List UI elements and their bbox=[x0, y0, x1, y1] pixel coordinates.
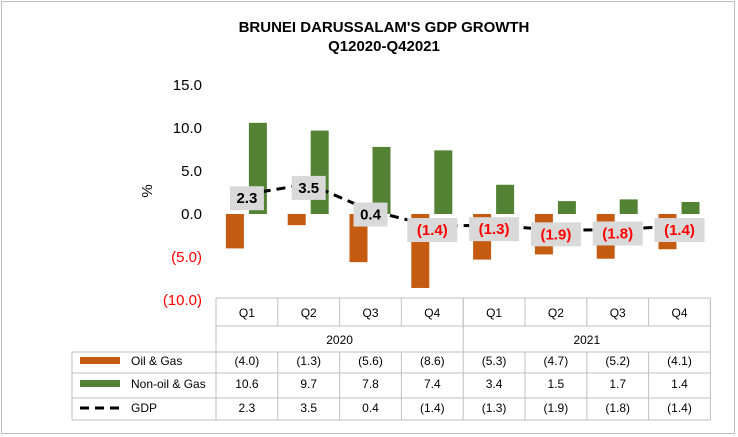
legend-label: GDP bbox=[131, 401, 157, 415]
y-tick-label: 5.0 bbox=[181, 163, 202, 180]
gdp-data-label: (1.8) bbox=[602, 225, 633, 242]
category-label: Q4 bbox=[424, 306, 440, 320]
category-label: Q4 bbox=[671, 306, 687, 320]
category-label: Q2 bbox=[548, 306, 564, 320]
table-cell-value: (5.2) bbox=[605, 354, 630, 368]
table-cell-value: (1.8) bbox=[605, 401, 630, 415]
non-oil-gas-bar bbox=[681, 201, 700, 214]
table-cell-value: (5.6) bbox=[358, 354, 383, 368]
gdp-data-label-box bbox=[654, 218, 705, 243]
table-cell-value: 3.5 bbox=[300, 401, 317, 415]
table-cell-value: (1.3) bbox=[296, 354, 321, 368]
gdp-data-label-box bbox=[469, 217, 520, 242]
data-table: Q1 Q2 Q3 Q4 Q1 Q2 Q3 Q4 2020 2021 Oil & Gas (4.0) (1… bbox=[71, 297, 711, 421]
chart-subtitle: Q12020-Q42021 bbox=[328, 38, 440, 55]
gdp-data-label: (1.4) bbox=[664, 222, 695, 239]
table-cell-value: (4.0) bbox=[235, 354, 260, 368]
table-cell-value: (4.1) bbox=[667, 354, 692, 368]
table-cell-value: 9.7 bbox=[300, 377, 317, 391]
gdp-data-label: (1.3) bbox=[479, 221, 510, 238]
table-cell-value: 7.4 bbox=[424, 377, 441, 391]
category-label: Q1 bbox=[239, 306, 255, 320]
y-tick-label: (5.0) bbox=[171, 249, 202, 266]
y-tick-label: (10.0) bbox=[163, 292, 202, 309]
gdp-data-label-box bbox=[407, 218, 458, 243]
bars bbox=[225, 122, 700, 288]
legend-label: Oil & Gas bbox=[131, 354, 182, 368]
table-cell-value: (1.3) bbox=[482, 401, 507, 415]
gdp-data-label-box bbox=[229, 186, 264, 211]
non-oil-gas-bar bbox=[310, 130, 329, 214]
table-cell-value: (8.6) bbox=[420, 354, 445, 368]
non-oil-gas-bar bbox=[557, 201, 576, 214]
table-cell-value: (4.7) bbox=[544, 354, 569, 368]
legend-label: Non-oil & Gas bbox=[131, 377, 206, 391]
gdp-data-label: 3.5 bbox=[298, 180, 319, 197]
table-cell-value: 1.4 bbox=[671, 377, 688, 391]
table-cell-value: (1.9) bbox=[544, 401, 569, 415]
gdp-data-label-box bbox=[353, 202, 388, 227]
oil-gas-bar bbox=[225, 214, 244, 249]
table-cell-value: (1.4) bbox=[667, 401, 692, 415]
table-cell-value: (1.4) bbox=[420, 401, 445, 415]
gdp-data-label: (1.4) bbox=[417, 222, 448, 239]
year-label: 2020 bbox=[326, 333, 353, 347]
y-tick-label: 0.0 bbox=[181, 206, 202, 223]
y-axis-label: % bbox=[139, 184, 156, 197]
gdp-data-label-box bbox=[291, 175, 326, 200]
oil-gas-legend-swatch bbox=[80, 357, 120, 364]
gdp-data-label-box bbox=[530, 222, 581, 247]
chart-title: BRUNEI DARUSSALAM'S GDP GROWTH bbox=[239, 19, 530, 36]
non-oil-gas-bar bbox=[434, 150, 453, 214]
category-label: Q3 bbox=[610, 306, 626, 320]
data-labels: 2.3 3.5 0.4 (1.4) (1.3) (1.9) (1.8) (1.4) bbox=[229, 175, 705, 247]
y-tick-label: 15.0 bbox=[173, 77, 202, 94]
non-oil-gas-bar bbox=[619, 199, 638, 214]
table-cell-value: 3.4 bbox=[486, 377, 503, 391]
gdp-data-label: 2.3 bbox=[236, 190, 257, 207]
year-label: 2021 bbox=[573, 333, 600, 347]
table-cell-value: 0.4 bbox=[362, 401, 379, 415]
gdp-data-label: 0.4 bbox=[360, 207, 382, 224]
gdp-data-label: (1.9) bbox=[540, 226, 571, 243]
y-axis-ticks: 15.0 10.0 5.0 0.0 (5.0) (10.0) bbox=[163, 77, 202, 309]
table-cell-value: 7.8 bbox=[362, 377, 379, 391]
non-oil-gas-bar bbox=[496, 184, 515, 214]
y-tick-label: 10.0 bbox=[173, 120, 202, 137]
table-cell-value: (5.3) bbox=[482, 354, 507, 368]
table-cell-value: 1.5 bbox=[548, 377, 565, 391]
category-label: Q3 bbox=[362, 306, 378, 320]
non-oil-gas-bar bbox=[372, 146, 391, 214]
category-label: Q1 bbox=[486, 306, 502, 320]
non-oil-gas-legend-swatch bbox=[80, 380, 120, 387]
table-cell-value: 1.7 bbox=[609, 377, 626, 391]
category-label: Q2 bbox=[301, 306, 317, 320]
table-cell-value: 10.6 bbox=[235, 377, 259, 391]
gdp-data-label-box bbox=[592, 221, 643, 246]
table-cell-value: 2.3 bbox=[239, 401, 256, 415]
oil-gas-bar bbox=[287, 214, 306, 226]
